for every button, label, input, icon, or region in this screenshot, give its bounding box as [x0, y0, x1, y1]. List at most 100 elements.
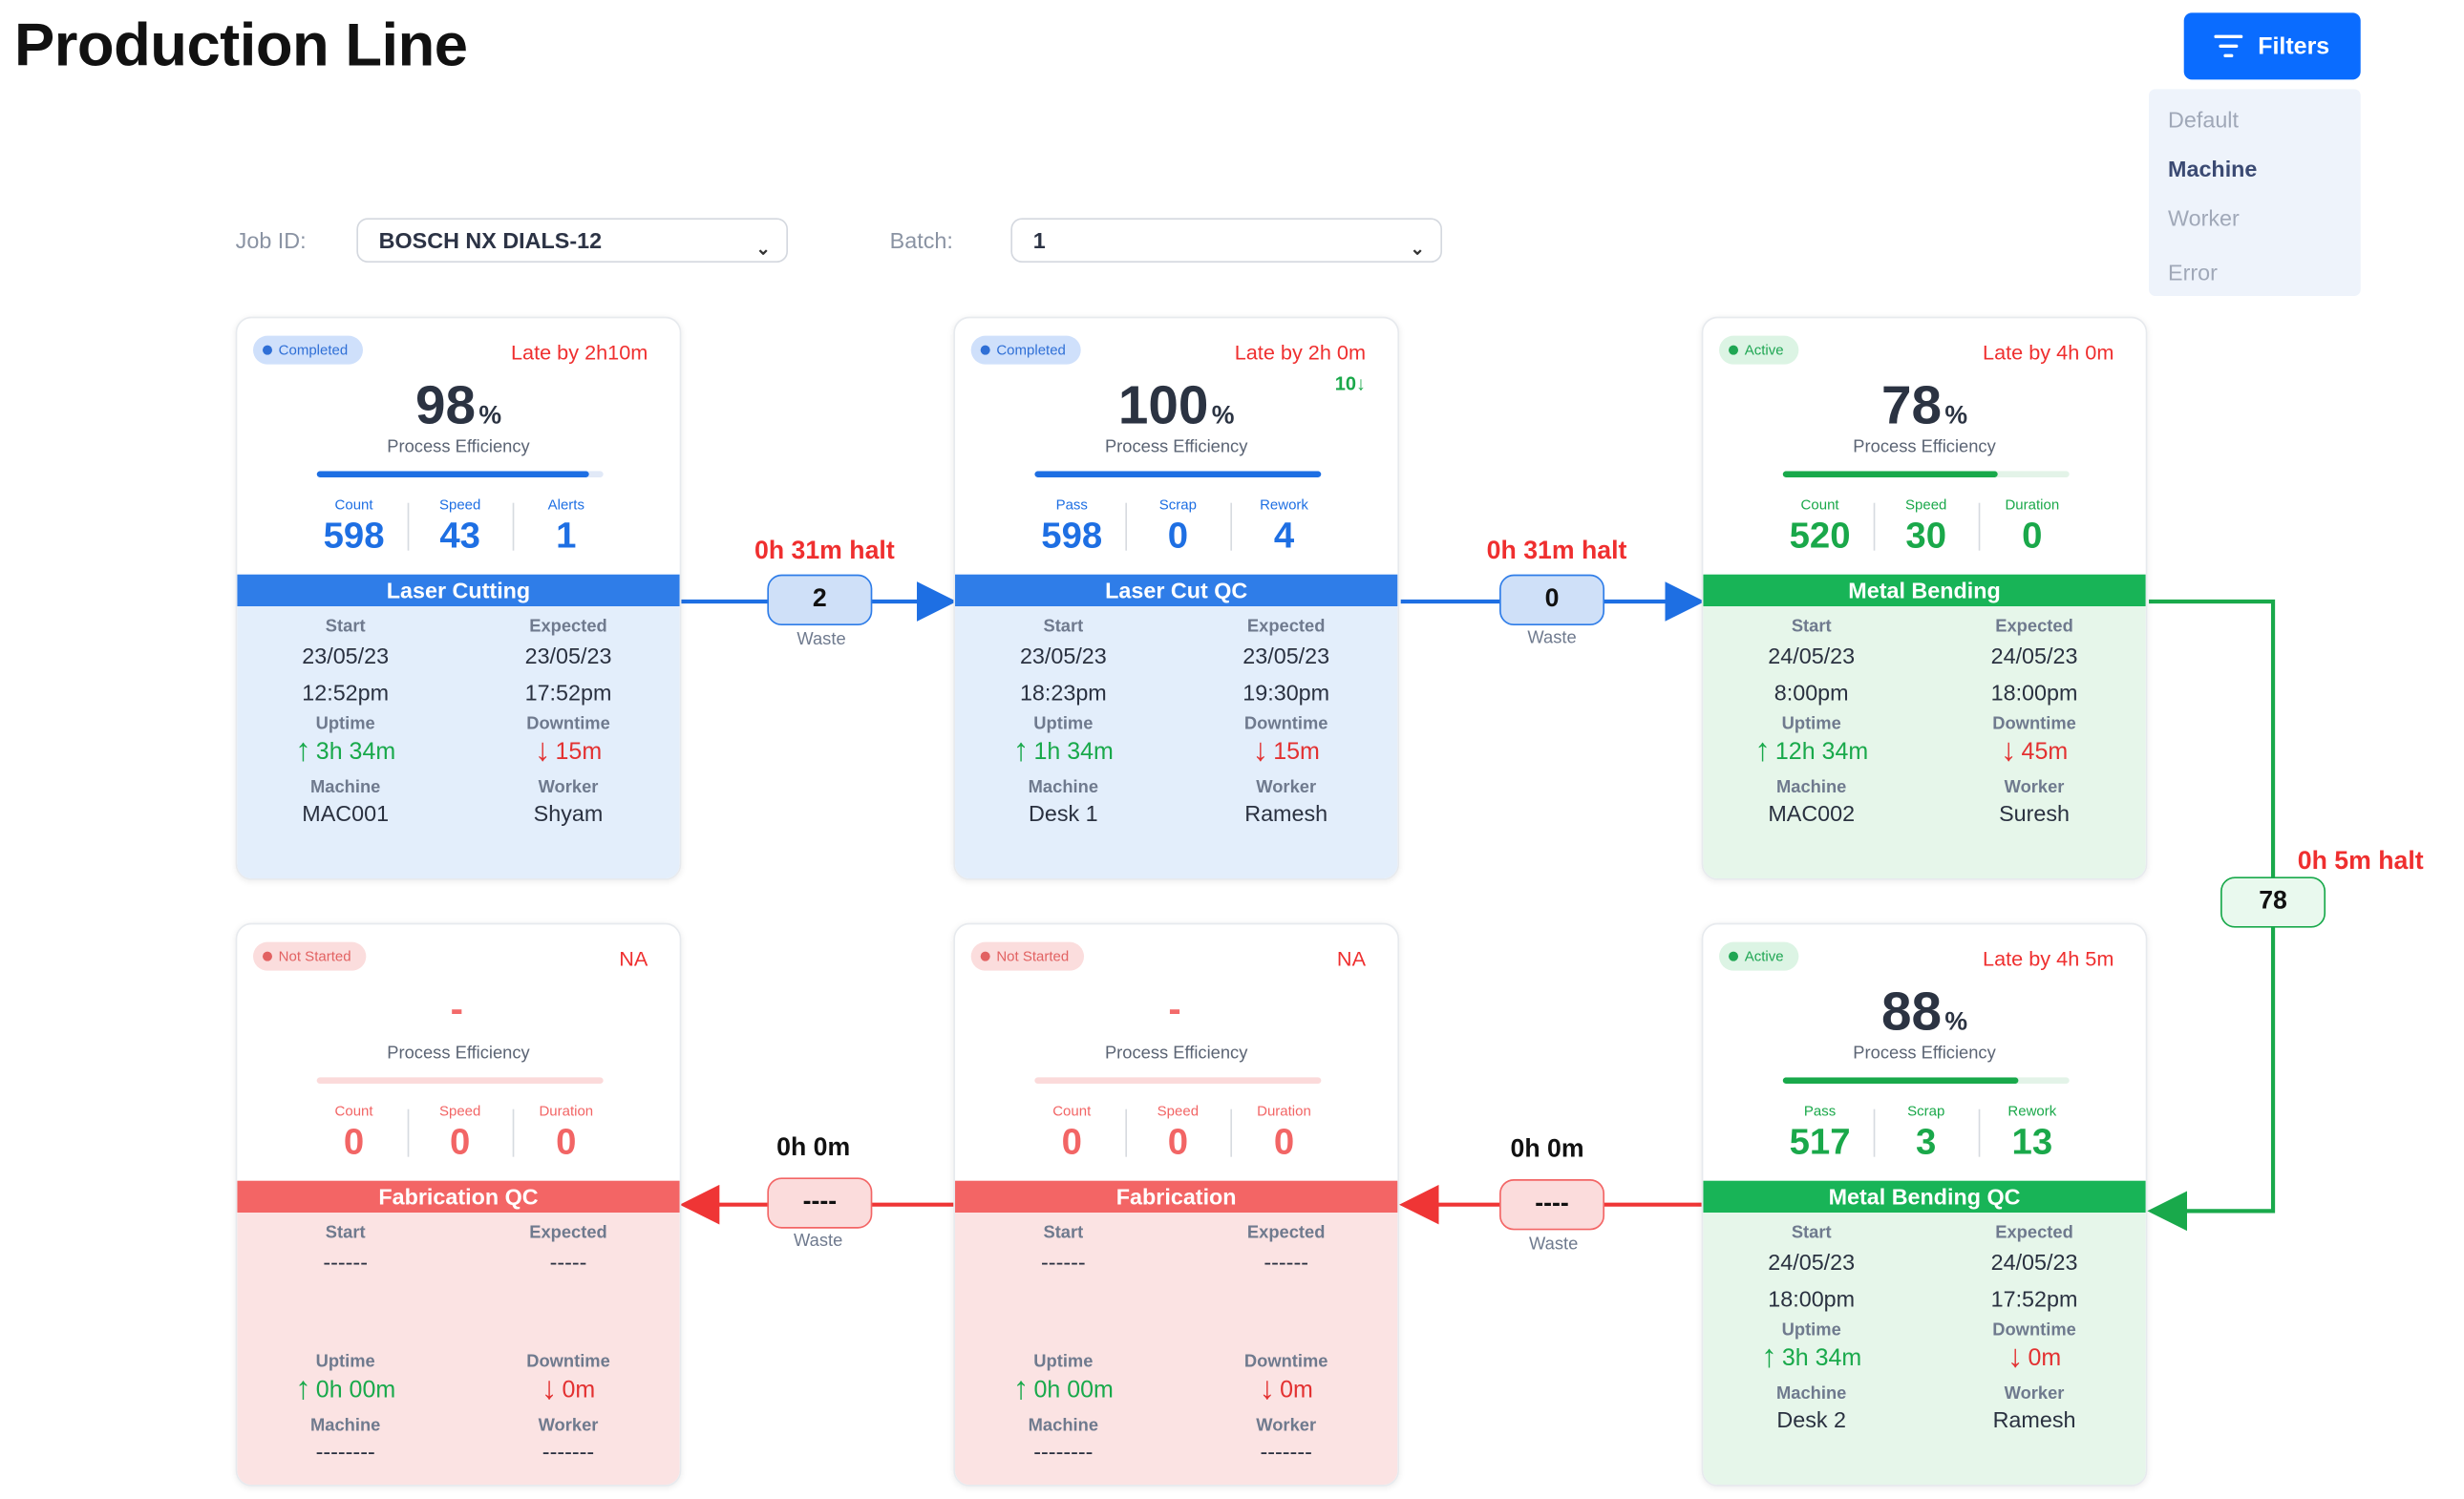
arrow-up-icon: ↑	[1761, 1340, 1777, 1376]
efficiency-bar-fill	[1782, 1077, 2018, 1085]
downtime-row: ↓ 15m	[1191, 735, 1382, 767]
batch-select[interactable]: 1 ⌄	[1010, 218, 1443, 264]
stats-row: Count 520 Speed 30 Duration 0	[1767, 496, 2085, 557]
stat-label: Duration	[1257, 1103, 1311, 1119]
efficiency-bar-fill	[1782, 471, 1998, 478]
card-details: Start 23/05/23 12:52pm Uptime ↑ 3h 34m Ma…	[237, 606, 680, 879]
worker-label: Worker	[1256, 778, 1317, 798]
expected-label: Expected	[1246, 1223, 1326, 1243]
card-details: Start ------ Uptime ↑ 0h 00m Machine ----…	[237, 1213, 680, 1486]
efficiency-value-wrap: 78%	[1703, 375, 2145, 437]
worker-value: Ramesh	[1992, 1406, 2076, 1433]
late-indicator: Late by 2h10m	[510, 340, 648, 365]
status-badge: Not Started	[253, 941, 366, 971]
late-indicator: Late by 4h 0m	[1983, 340, 2114, 365]
filter-option-default[interactable]: Default	[2168, 106, 2239, 133]
card-summary: Not Started NA - Process Efficiency Coun…	[955, 924, 1397, 1180]
stats-row: Count 0 Speed 0 Duration 0	[1019, 1103, 1337, 1163]
efficiency-bar	[316, 471, 604, 478]
card-summary: Active Late by 4h 5m 88% Process Efficie…	[1703, 924, 2145, 1180]
stat-value: 517	[1789, 1120, 1851, 1162]
status-badge: Not Started	[970, 941, 1084, 971]
left-details: Start 23/05/23 12:52pm Uptime ↑ 3h 34m Ma…	[250, 606, 441, 826]
filter-option-error[interactable]: Error	[2168, 259, 2218, 285]
expected-date: 23/05/23	[524, 643, 612, 669]
efficiency-value: 88	[1880, 982, 1943, 1043]
efficiency-bar-fill	[1034, 471, 1322, 478]
stat-label: Pass	[1803, 1103, 1837, 1119]
station-card-laser-cutting[interactable]: Completed Late by 2h10m 98% Process Effi…	[235, 316, 682, 880]
efficiency-bar	[1782, 471, 2070, 478]
job-id-select[interactable]: BOSCH NX DIALS-12 ⌄	[356, 218, 789, 264]
halt-label-1: 0h 31m halt	[754, 538, 895, 565]
expected-label: Expected	[1246, 617, 1326, 637]
filter-option-machine[interactable]: Machine	[2168, 156, 2258, 182]
efficiency-label: Process Efficiency	[387, 1044, 530, 1064]
start-time: 12:52pm	[302, 679, 390, 706]
stat-label: Duration	[539, 1103, 594, 1119]
station-card-metal-bending-qc[interactable]: Active Late by 4h 5m 88% Process Efficie…	[1701, 922, 2148, 1487]
stat-label: Speed	[438, 496, 481, 513]
filters-button[interactable]: Filters	[2183, 12, 2361, 80]
stat-label: Rework	[1260, 496, 1308, 513]
waste-pill-2[interactable]: 0	[1499, 574, 1605, 626]
station-name: Metal Bending QC	[1703, 1180, 2146, 1214]
uptime-label: Uptime	[1033, 1352, 1094, 1372]
stat-value: 598	[1041, 514, 1103, 556]
stat-0: Pass 517	[1767, 1103, 1873, 1163]
left-details: Start 24/05/23 8:00pm Uptime ↑ 12h 34m Ma…	[1716, 606, 1907, 826]
downtime-value: 15m	[1273, 737, 1320, 765]
arrow-down-icon: ↓	[1259, 1371, 1276, 1407]
efficiency-percent: %	[1944, 1008, 1968, 1037]
downtime-row: ↓ 15m	[473, 735, 664, 767]
waste-pill-5[interactable]: ----	[767, 1177, 873, 1229]
stats-row: Count 0 Speed 0 Duration 0	[301, 1103, 619, 1163]
waste-pill-4[interactable]: ----	[1499, 1179, 1605, 1231]
downtime-row: ↓ 0m	[1939, 1341, 2130, 1373]
station-name: Fabrication QC	[237, 1180, 680, 1214]
stat-value: 0	[556, 1120, 577, 1162]
downtime-row: ↓ 0m	[473, 1373, 664, 1404]
stat-0: Count 520	[1767, 496, 1873, 557]
efficiency-bar	[316, 1077, 604, 1085]
station-card-metal-bending[interactable]: Active Late by 4h 0m 78% Process Efficie…	[1701, 316, 2148, 880]
waste-label-2: Waste	[1527, 628, 1577, 648]
start-label: Start	[325, 1223, 366, 1243]
stats-row: Pass 598 Scrap 0 Rework 4	[1019, 496, 1337, 557]
station-card-fabrication[interactable]: Not Started NA - Process Efficiency Coun…	[953, 922, 1400, 1487]
downtime-value: 15m	[555, 737, 603, 765]
machine-label: Machine	[1028, 1416, 1099, 1436]
left-details: Start ------ Uptime ↑ 0h 00m Machine ----…	[250, 1213, 441, 1465]
waste-label-4: Waste	[1529, 1235, 1579, 1255]
stat-2: Rework 13	[1979, 1103, 2085, 1163]
downtime-label: Downtime	[1243, 714, 1328, 734]
station-card-fabrication-qc[interactable]: Not Started NA - Process Efficiency Coun…	[235, 922, 682, 1487]
station-name: Metal Bending	[1703, 574, 2146, 607]
waste-pill-1[interactable]: 2	[767, 574, 873, 626]
machine-value: MAC002	[1768, 800, 1856, 827]
stat-0: Count 598	[301, 496, 407, 557]
filter-option-worker[interactable]: Worker	[2168, 205, 2240, 231]
uptime-row: ↑ 3h 34m	[1716, 1340, 1907, 1376]
expected-time	[473, 1286, 664, 1312]
worker-label: Worker	[2004, 778, 2065, 798]
expected-label: Expected	[1995, 1223, 2073, 1243]
machine-label: Machine	[1776, 1384, 1847, 1404]
waste-label-5: Waste	[794, 1232, 843, 1252]
halt-label-4: 0h 0m	[1510, 1136, 1584, 1164]
efficiency-label: Process Efficiency	[1104, 437, 1248, 457]
status-badge: Active	[1719, 941, 1798, 971]
machine-value: --------	[1033, 1438, 1094, 1465]
status-badge: Completed	[253, 335, 363, 365]
card-details: Start 24/05/23 8:00pm Uptime ↑ 12h 34m Ma…	[1703, 606, 2146, 879]
station-card-laser-cut-qc[interactable]: Completed Late by 2h 0m 10↓ 100% Process…	[953, 316, 1400, 880]
start-date: ------	[323, 1249, 368, 1276]
stat-1: Speed 30	[1873, 496, 1979, 557]
start-date: 24/05/23	[1768, 643, 1856, 669]
uptime-value: 3h 34m	[1781, 1343, 1862, 1371]
worker-value: -------	[542, 1438, 595, 1465]
waste-pill-3[interactable]: 78	[2220, 876, 2326, 928]
start-date: ------	[1041, 1249, 1086, 1276]
stat-2: Duration 0	[1230, 1103, 1337, 1163]
late-indicator: Late by 2h 0m	[1234, 340, 1367, 365]
